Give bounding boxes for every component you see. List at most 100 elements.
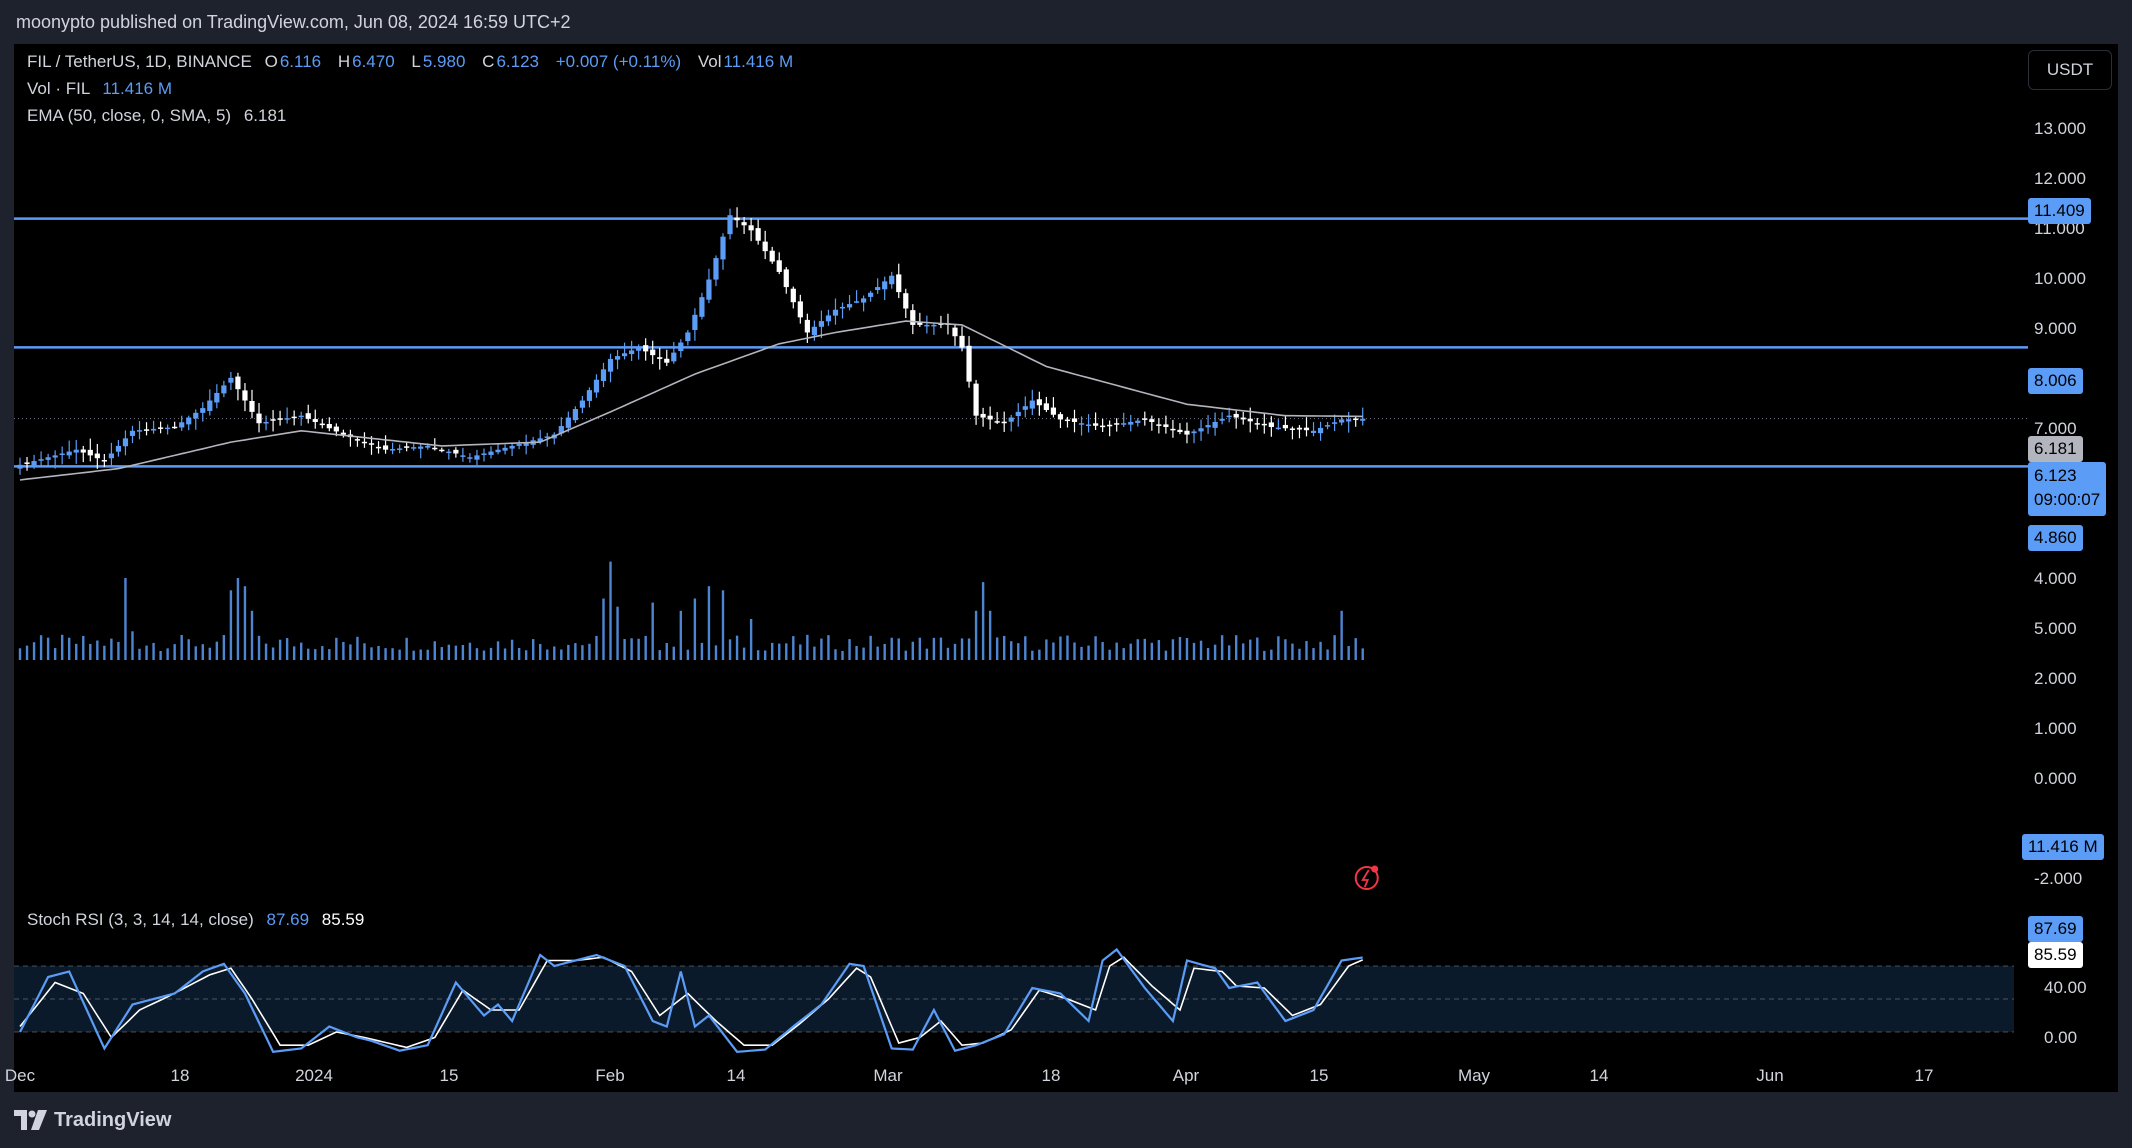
volume-bar — [623, 639, 626, 660]
volume-bar — [236, 578, 240, 660]
volume-bar — [1263, 650, 1266, 660]
candle-body — [502, 447, 508, 451]
candle-body — [1289, 428, 1296, 430]
candle-body — [931, 324, 937, 327]
candle-body — [1036, 399, 1042, 406]
candle-body — [607, 358, 614, 372]
volume-bar — [531, 639, 535, 660]
ema-price-tag: 6.181 — [2028, 436, 2083, 462]
price-tick-9: 9.000 — [2034, 319, 2077, 338]
chart-canvas[interactable] — [14, 44, 2118, 1092]
date-tick-17jun: 17 — [1914, 1066, 1934, 1085]
volume-bar — [735, 635, 739, 660]
date-tick-dec: Dec — [4, 1066, 36, 1085]
volume-bar — [433, 641, 436, 660]
volume-bar — [349, 644, 352, 660]
volume-bar — [1298, 648, 1301, 660]
volume-bar — [145, 645, 148, 660]
candle-body — [305, 413, 311, 419]
volume-legend[interactable]: Vol · FIL 11.416 M — [27, 79, 172, 99]
candle-body — [994, 421, 1000, 423]
stoch-d-value: 85.59 — [321, 910, 365, 929]
tradingview-logo[interactable]: TradingView — [14, 1108, 171, 1132]
candle-body — [762, 241, 768, 252]
candle-body — [38, 459, 44, 461]
volume-bar — [616, 606, 619, 660]
candle-body — [839, 306, 846, 309]
candle-body — [832, 309, 839, 316]
volume-bar — [229, 590, 233, 660]
volume-bar — [1347, 646, 1350, 660]
candle-body — [1324, 425, 1331, 427]
date-tick-2024: 2024 — [295, 1066, 333, 1085]
date-tick-15apr: 15 — [1309, 1066, 1329, 1085]
candle-body — [150, 428, 157, 431]
candle-body — [1043, 403, 1049, 410]
candle-body — [143, 429, 150, 431]
volume-bar — [1227, 645, 1231, 660]
volume-bar — [222, 635, 226, 660]
candle-body — [875, 287, 881, 291]
candle-body — [924, 324, 930, 327]
candle-body — [1240, 417, 1246, 420]
stoch-k-line — [19, 947, 1363, 1053]
volume-bar — [257, 635, 261, 660]
candle-body — [186, 417, 192, 425]
volume-bar — [1220, 635, 1224, 660]
volume-bar — [208, 647, 212, 660]
candle-body — [523, 442, 529, 446]
volume-bar — [1003, 635, 1006, 660]
stoch-legend[interactable]: Stoch RSI (3, 3, 14, 14, close) 87.69 85… — [27, 910, 364, 930]
volume-bar — [553, 646, 556, 660]
volume-bar — [1122, 648, 1125, 660]
candle-body — [1114, 423, 1120, 425]
volume-bar — [1270, 649, 1273, 660]
chart-frame[interactable]: FIL / TetherUS, 1D, BINANCE O 6.116 H 6.47… — [14, 44, 2118, 1092]
volume-bar — [602, 598, 605, 660]
volume-bar — [1305, 641, 1308, 660]
volume-bar — [855, 646, 858, 660]
candle-body — [340, 432, 346, 435]
candle-body — [1226, 415, 1232, 418]
volume-bar — [194, 646, 197, 660]
alert-dot-icon — [1371, 865, 1379, 873]
volume-bar — [1199, 640, 1203, 660]
volume-bar — [693, 598, 697, 660]
price-tick-4: 4.000 — [2034, 569, 2077, 588]
volume-bar — [1143, 638, 1146, 660]
date-tick-may: May — [1457, 1066, 1491, 1085]
candle-body — [1121, 423, 1127, 425]
candle-body — [776, 260, 782, 272]
symbol-label[interactable]: FIL / TetherUS, 1D, BINANCE — [27, 52, 252, 71]
candle-body — [1219, 418, 1225, 421]
volume-bar — [595, 635, 598, 660]
volume-bar — [1101, 642, 1104, 660]
volume-bar — [827, 635, 830, 660]
volume-bar — [131, 631, 134, 660]
candle-body — [579, 400, 585, 408]
candle-body — [629, 350, 635, 355]
candle-body — [1254, 423, 1260, 425]
candle-body — [368, 443, 375, 445]
tradingview-logo-icon — [14, 1110, 47, 1130]
volume-bar — [1136, 639, 1139, 660]
volume-bar — [18, 648, 22, 660]
volume-bar — [630, 638, 633, 660]
currency-button[interactable]: USDT — [2028, 50, 2112, 90]
candle-body — [432, 447, 438, 450]
candle-body — [966, 345, 972, 382]
volume-bar — [1031, 650, 1034, 660]
candle-body — [980, 413, 986, 418]
volume-bar — [686, 649, 690, 660]
volume-bar — [707, 586, 711, 660]
volume-bar — [96, 640, 99, 660]
candle-body — [45, 457, 51, 460]
candle-body — [319, 423, 325, 426]
ema-legend[interactable]: EMA (50, close, 0, SMA, 5) 6.181 — [27, 106, 286, 126]
candle-body — [158, 427, 164, 429]
candle-body — [115, 445, 122, 452]
volume-bar — [1213, 644, 1217, 660]
candle-body — [811, 326, 817, 336]
volume-bar — [264, 643, 268, 660]
level-tag-top: 11.409 — [2028, 198, 2091, 224]
